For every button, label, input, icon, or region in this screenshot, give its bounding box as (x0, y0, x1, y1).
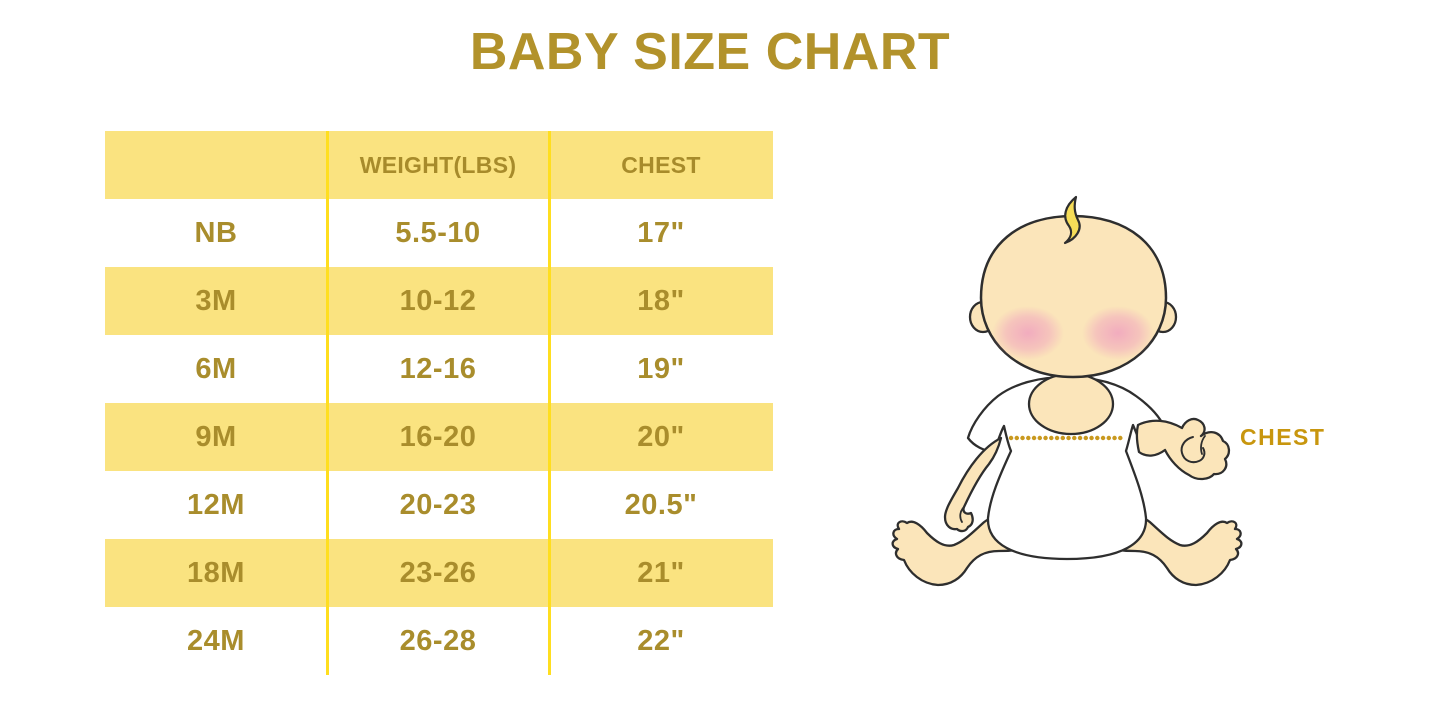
chest-cell: 17" (637, 216, 685, 249)
weight-cell: 20-23 (399, 488, 477, 521)
column-divider (548, 131, 551, 675)
chest-cell: 21" (637, 556, 685, 589)
baby-neck (1027, 372, 1115, 436)
weight-cell: 10-12 (399, 284, 477, 317)
size-cell: 24M (187, 624, 245, 657)
weight-cell: 12-16 (399, 352, 477, 385)
header-chest-cell: CHEST (621, 151, 701, 178)
baby-figure-svg (891, 195, 1243, 587)
table-header-row: WEIGHT(LBS) CHEST (105, 131, 773, 199)
table-row: 24M 26-28 22" (105, 607, 773, 675)
size-cell: 6M (195, 352, 237, 385)
table-row: 6M 12-16 19" (105, 335, 773, 403)
baby-right-cheek (1082, 306, 1154, 360)
chest-cell: 22" (637, 624, 685, 657)
chest-cell: 20.5" (624, 488, 698, 521)
column-divider (326, 131, 329, 675)
size-cell: 9M (195, 420, 237, 453)
size-cell: 18M (187, 556, 245, 589)
weight-cell: 23-26 (399, 556, 477, 589)
baby-hair-curl (1063, 195, 1081, 245)
table-body: NB 5.5-10 17" 3M 10-12 18" 6M 12-16 19" 9M 16-20 20… (105, 199, 773, 675)
size-cell: 3M (195, 284, 237, 317)
chest-cell: 20" (637, 420, 685, 453)
header-weight-cell: WEIGHT(LBS) (359, 151, 517, 178)
size-cell: 12M (187, 488, 245, 521)
table-row: 9M 16-20 20" (105, 403, 773, 471)
chest-label: CHEST (1240, 424, 1326, 450)
header-size-cell (105, 131, 327, 199)
table-row: 3M 10-12 18" (105, 267, 773, 335)
table-row: 18M 23-26 21" (105, 539, 773, 607)
baby-illustration (880, 180, 1340, 600)
weight-cell: 16-20 (399, 420, 477, 453)
weight-cell: 5.5-10 (395, 216, 481, 249)
baby-left-cheek (992, 306, 1064, 360)
size-cell: NB (194, 216, 238, 249)
weight-cell: 26-28 (399, 624, 477, 657)
table-row: 12M 20-23 20.5" (105, 471, 773, 539)
baby-right-arm (1135, 417, 1231, 481)
baby-left-arm (943, 436, 1003, 533)
chest-cell: 18" (637, 284, 685, 317)
size-chart-table: WEIGHT(LBS) CHEST NB 5.5-10 17" 3M 10-12 18" 6… (105, 131, 773, 675)
page-title: BABY SIZE CHART (469, 23, 951, 81)
table-row: NB 5.5-10 17" (105, 199, 773, 267)
chest-cell: 19" (637, 352, 685, 385)
